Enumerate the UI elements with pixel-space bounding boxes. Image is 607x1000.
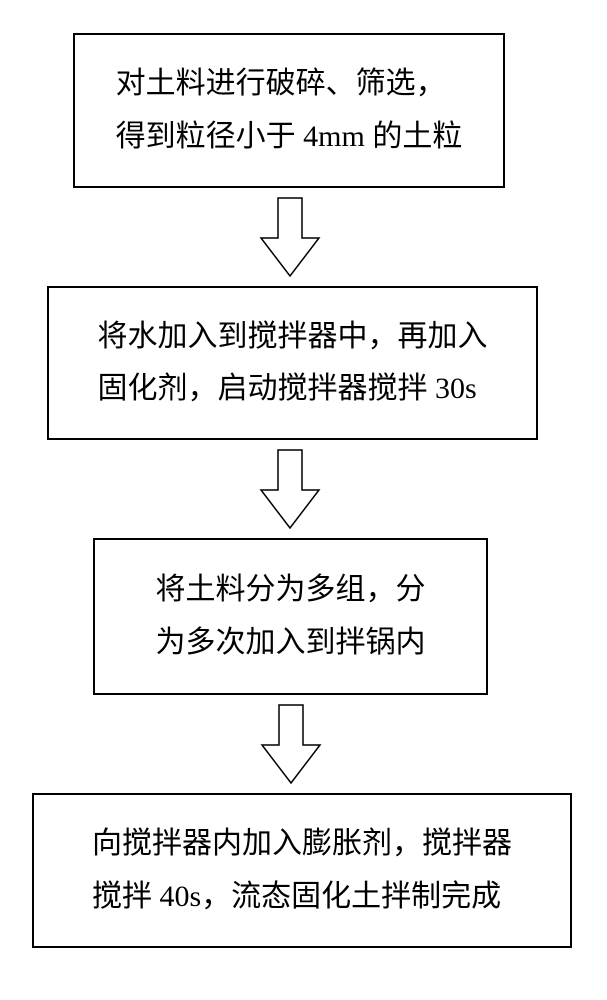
flow-step-4-text: 向搅拌器内加入膨胀剂，搅拌器 搅拌 40s，流态固化土拌制完成 bbox=[92, 818, 512, 923]
flow-step-4: 向搅拌器内加入膨胀剂，搅拌器 搅拌 40s，流态固化土拌制完成 bbox=[32, 793, 572, 948]
flow-step-3: 将土料分为多组，分 为多次加入到拌锅内 bbox=[93, 538, 488, 695]
flowchart-canvas: 对土料进行破碎、筛选， 得到粒径小于 4mm 的土粒 将水加入到搅拌器中，再加入… bbox=[0, 0, 607, 1000]
flow-step-1-text: 对土料进行破碎、筛选， 得到粒径小于 4mm 的土粒 bbox=[116, 58, 463, 163]
flow-step-3-text: 将土料分为多组，分 为多次加入到拌锅内 bbox=[156, 564, 426, 669]
arrow-down-icon bbox=[262, 705, 320, 783]
arrow-down-icon bbox=[261, 450, 319, 528]
flow-step-2: 将水加入到搅拌器中，再加入 固化剂，启动搅拌器搅拌 30s bbox=[47, 286, 538, 440]
flow-arrow-3 bbox=[260, 703, 322, 785]
flow-step-1: 对土料进行破碎、筛选， 得到粒径小于 4mm 的土粒 bbox=[73, 33, 505, 188]
flow-arrow-2 bbox=[259, 448, 321, 530]
flow-arrow-1 bbox=[259, 196, 321, 278]
arrow-down-icon bbox=[261, 198, 319, 276]
flow-step-2-text: 将水加入到搅拌器中，再加入 固化剂，启动搅拌器搅拌 30s bbox=[98, 311, 488, 416]
